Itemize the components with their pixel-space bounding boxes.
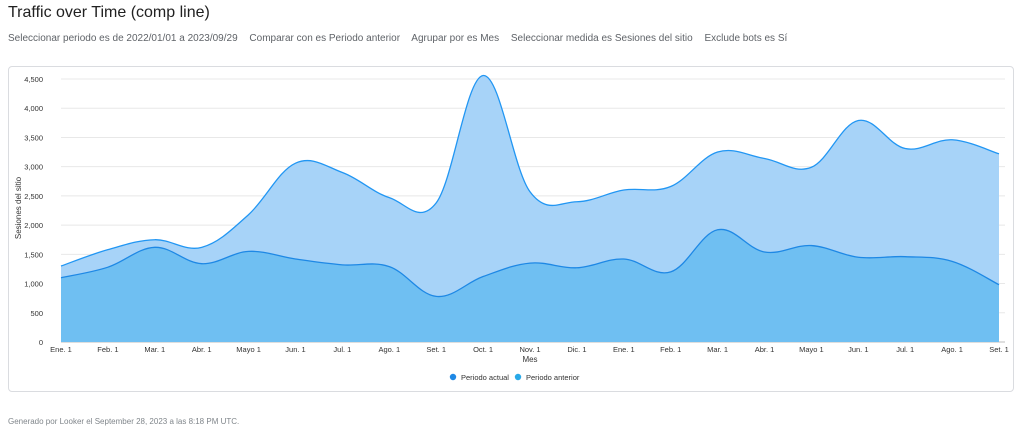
legend-label: Periodo anterior: [526, 373, 580, 382]
x-axis-label: Mes: [522, 355, 537, 364]
filter-period[interactable]: Seleccionar periodo es de 2022/01/01 a 2…: [8, 33, 238, 44]
x-tick-label: Mar. 1: [707, 345, 728, 354]
x-tick-label: Jul. 1: [896, 345, 914, 354]
series-periodo-actual-area[interactable]: [61, 229, 999, 342]
y-tick-label: 0: [39, 338, 43, 347]
series-periodo-anterior-line[interactable]: [60, 74, 1000, 267]
x-tick-label: Dic. 1: [567, 345, 586, 354]
y-axis-label: Sesiones del sitio: [14, 176, 23, 239]
x-tick-label: Ago. 1: [941, 345, 963, 354]
x-tick-label: Feb. 1: [97, 345, 118, 354]
y-tick-label: 500: [30, 309, 43, 318]
x-tick-label: Mayo 1: [236, 345, 261, 354]
y-tick-label: 3,000: [24, 163, 43, 172]
filter-compare[interactable]: Comparar con es Periodo anterior: [249, 33, 401, 44]
page-title: Traffic over Time (comp line): [8, 4, 210, 21]
y-tick-label: 4,500: [24, 75, 43, 84]
x-tick-label: Mayo 1: [799, 345, 824, 354]
y-tick-label: 2,500: [24, 192, 43, 201]
y-tick-label: 4,000: [24, 104, 43, 113]
y-tick-label: 2,000: [24, 221, 43, 230]
legend-label: Periodo actual: [461, 373, 509, 382]
x-tick-label: Abr. 1: [755, 345, 775, 354]
x-tick-label: Oct. 1: [473, 345, 493, 354]
x-tick-label: Set. 1: [989, 345, 1009, 354]
x-tick-label: Jun. 1: [285, 345, 305, 354]
y-tick-label: 1,500: [24, 250, 43, 259]
legend: Periodo actual Periodo anterior: [449, 373, 580, 382]
area-chart[interactable]: 0 500 1,000 1,500 2,000 2,500 3,000 3,500 4,000 4…: [0, 0, 1024, 400]
filter-exclude-bots[interactable]: Exclude bots es Sí: [704, 33, 788, 44]
x-tick-label: Ene. 1: [50, 345, 72, 354]
x-tick-label: Ago. 1: [378, 345, 400, 354]
y-tick-label: 1,000: [24, 280, 43, 289]
x-tick-label: Feb. 1: [660, 345, 681, 354]
filter-measure[interactable]: Seleccionar medida es Sesiones del sitio: [510, 33, 693, 44]
y-tick-label: 3,500: [24, 133, 43, 142]
x-tick-label: Abr. 1: [192, 345, 212, 354]
x-tick-label: Jun. 1: [848, 345, 868, 354]
axis-layer: 0 500 1,000 1,500 2,000 2,500 3,000 3,500 4,000 4…: [24, 75, 1009, 354]
x-tick-label: Set. 1: [426, 345, 446, 354]
x-tick-label: Ene. 1: [613, 345, 635, 354]
legend-marker: [449, 373, 457, 381]
area-layer: [60, 74, 1000, 343]
x-tick-label: Mar. 1: [144, 345, 165, 354]
filter-group-by[interactable]: Agrupar por es Mes: [411, 33, 500, 44]
filter-bar: Seleccionar periodo es de 2022/01/01 a 2…: [8, 33, 796, 44]
series-periodo-actual-line[interactable]: [60, 228, 1000, 298]
legend-marker: [514, 373, 522, 381]
x-tick-label: Jul. 1: [333, 345, 351, 354]
x-tick-label: Nov. 1: [519, 345, 540, 354]
footer-note: Generado por Looker el September 28, 202…: [8, 417, 240, 426]
